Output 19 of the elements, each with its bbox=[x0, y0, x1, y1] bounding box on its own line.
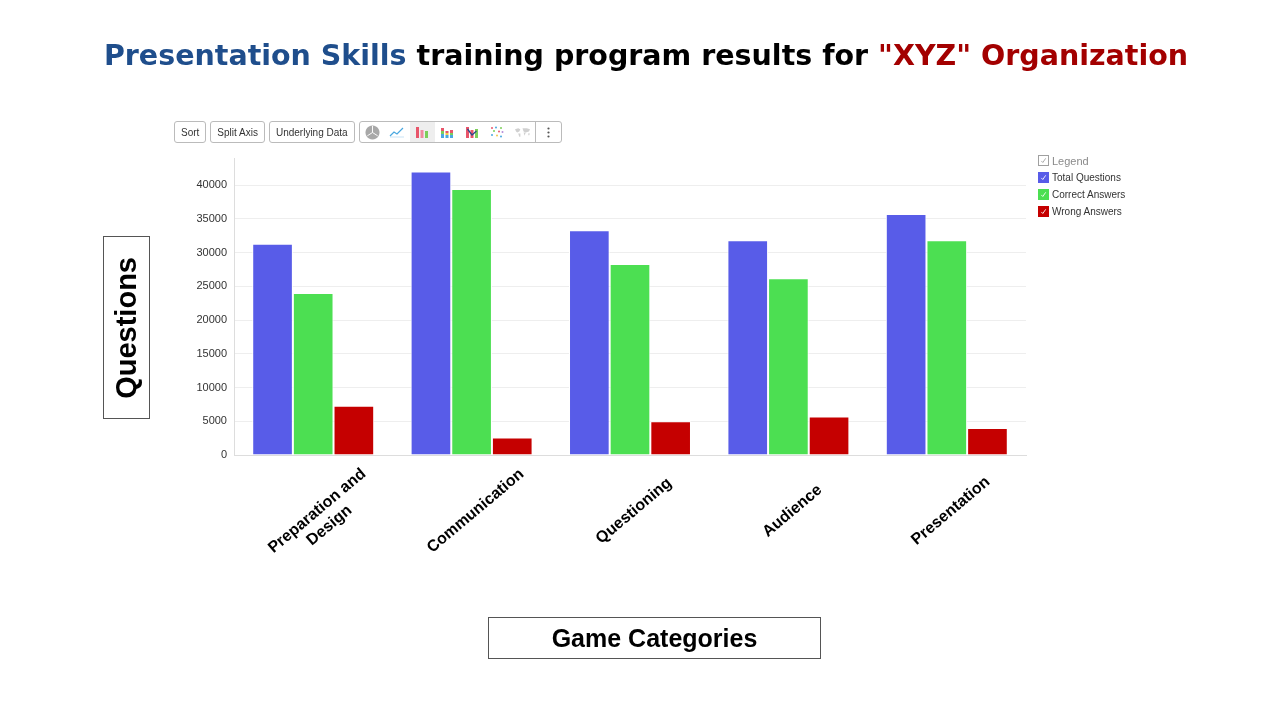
y-tick-label: 40000 bbox=[196, 178, 227, 191]
y-tick-label: 35000 bbox=[196, 211, 227, 224]
text: Underlying Data bbox=[275, 126, 348, 138]
legend-label: Correct Answers bbox=[1052, 189, 1126, 200]
legend-title: Legend bbox=[1052, 154, 1089, 167]
y-tick-label: 15000 bbox=[196, 346, 227, 359]
legend-label: Wrong Answers bbox=[1052, 206, 1122, 217]
y-tick-label: 25000 bbox=[196, 279, 227, 292]
y-tick-label: 30000 bbox=[196, 245, 227, 258]
x-axis-title: Game Categories bbox=[488, 617, 821, 659]
text: Split Axis bbox=[217, 126, 258, 138]
chart-title: Presentation Skills training program results for "XYZ" Organization bbox=[103, 39, 1189, 72]
y-tick-label: 0 bbox=[220, 448, 227, 461]
text: Sort bbox=[181, 126, 200, 138]
y-axis-title: Questions bbox=[110, 256, 143, 399]
y-tick-label: 5000 bbox=[202, 414, 227, 427]
legend-label: Total Questions bbox=[1052, 172, 1121, 183]
y-tick-label: 10000 bbox=[196, 380, 227, 393]
y-tick-label: 20000 bbox=[196, 313, 227, 326]
